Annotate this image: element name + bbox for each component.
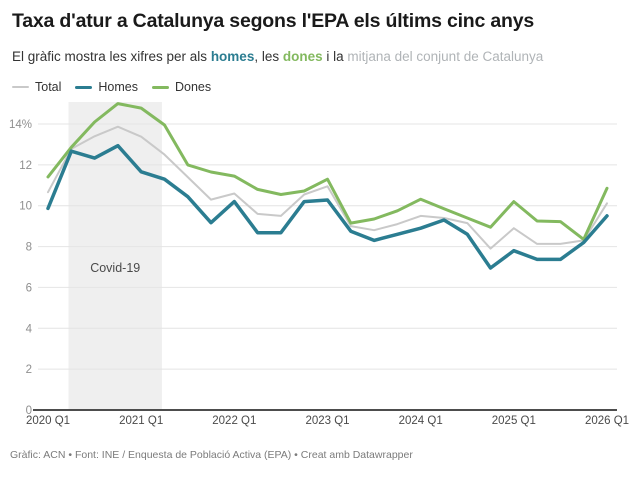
y-tick-label: 6 xyxy=(26,282,32,294)
chart-title: Taxa d'atur a Catalunya segons l'EPA els… xyxy=(12,10,535,32)
legend-item-dones: Dones xyxy=(152,80,211,94)
y-tick-label: 0 xyxy=(26,405,32,417)
chart-footer: Gràfic: ACN • Font: INE / Enquesta de Po… xyxy=(10,449,413,461)
y-tick-label: 4 xyxy=(26,323,33,335)
subtitle-part-4: i la xyxy=(322,49,348,64)
subtitle-part-1: homes xyxy=(210,49,255,64)
y-tick-label: 2 xyxy=(26,364,32,376)
legend-item-homes: Homes xyxy=(75,80,138,94)
legend-label: Homes xyxy=(98,80,138,94)
y-tick-label: 14% xyxy=(9,119,32,131)
y-tick-label: 8 xyxy=(26,242,32,254)
line-total xyxy=(47,125,608,250)
legend-label: Total xyxy=(35,80,62,94)
covid-band-label: Covid-19 xyxy=(90,261,140,275)
line-dones xyxy=(46,102,609,241)
x-tick-label: 2026 Q1 xyxy=(585,415,629,427)
x-tick-label: 2022 Q1 xyxy=(212,415,256,427)
legend-label: Dones xyxy=(175,80,212,94)
subtitle-part-0: El gràfic mostra les xifres per als xyxy=(12,49,211,64)
line-homes xyxy=(46,143,609,270)
x-tick-label: 2024 Q1 xyxy=(399,415,443,427)
x-tick-label: 2020 Q1 xyxy=(26,415,70,427)
legend-item-total: Total xyxy=(12,80,61,94)
subtitle-part-2: , les xyxy=(254,49,283,64)
y-tick-label: 10 xyxy=(19,201,32,213)
y-tick-label: 12 xyxy=(19,160,32,172)
subtitle-part-3: dones xyxy=(282,49,323,64)
x-tick-label: 2021 Q1 xyxy=(119,415,163,427)
legend-swatch-icon xyxy=(12,86,29,88)
x-tick-label: 2023 Q1 xyxy=(305,415,349,427)
subtitle-part-5: mitjana del conjunt de Catalunya xyxy=(347,49,544,64)
legend-swatch-icon xyxy=(152,85,169,89)
x-tick-label: 2025 Q1 xyxy=(492,415,536,427)
legend-swatch-icon xyxy=(75,85,93,89)
chart-subtitle: El gràfic mostra les xifres per als home… xyxy=(12,47,628,66)
legend: Total Homes Dones xyxy=(12,80,211,94)
